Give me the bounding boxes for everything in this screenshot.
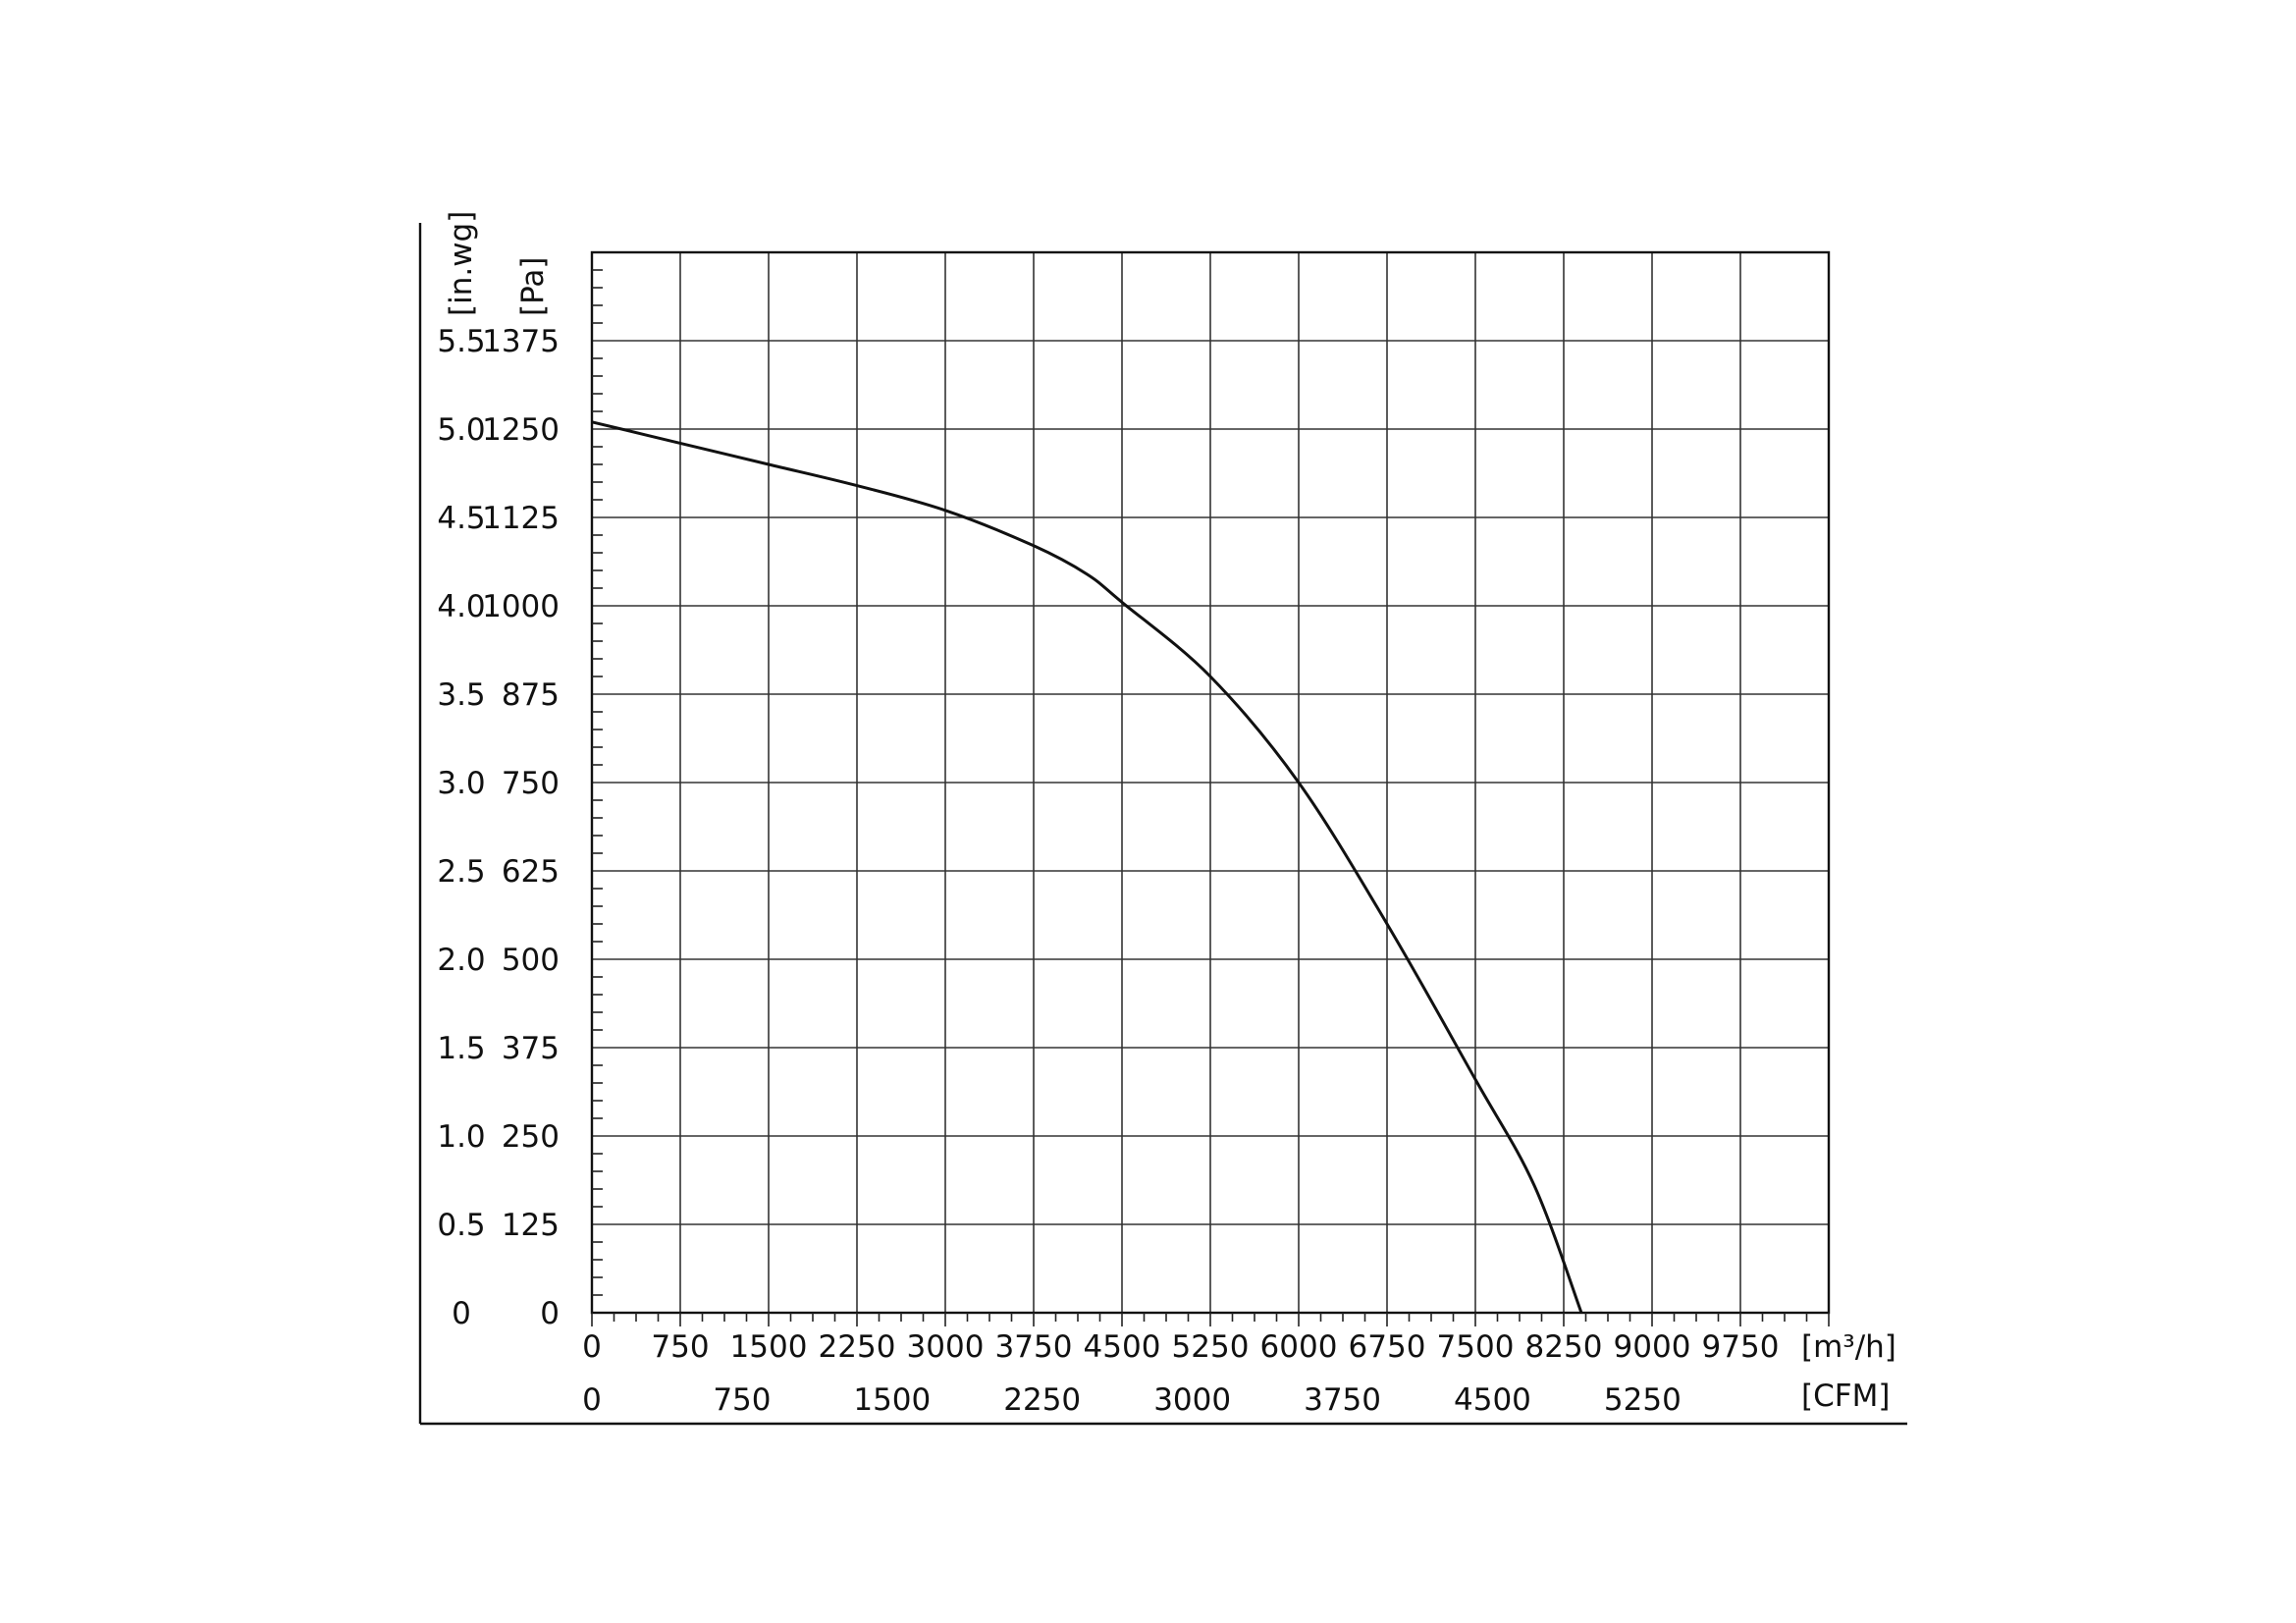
x-tick-label-m3h: 2250: [819, 1329, 896, 1365]
grid: [592, 252, 1829, 1313]
x-tick-label-m3h: 7500: [1437, 1329, 1515, 1365]
y-tick-label-pa: 125: [502, 1208, 560, 1243]
y-tick-label-inwg: 4.0: [437, 589, 485, 624]
y-tick-label-pa: 1250: [482, 412, 560, 448]
y-tick-label-inwg: 3.0: [437, 766, 485, 801]
y-tick-label-pa: 750: [502, 766, 560, 801]
x-tick-label-m3h: 1500: [730, 1329, 808, 1365]
x-tick-label-m3h: 0: [582, 1329, 602, 1365]
x-tick-label-m3h: 8250: [1525, 1329, 1603, 1365]
y-tick-label-inwg: 4.5: [437, 501, 485, 536]
y-unit-pa: [Pa]: [515, 257, 551, 317]
y-tick-label-inwg: 0.5: [437, 1208, 485, 1243]
y-tick-label-pa: 875: [502, 677, 560, 713]
x-tick-label-m3h: 9000: [1614, 1329, 1691, 1365]
axis-ticks: [591, 269, 1830, 1326]
y-tick-label-pa: 250: [502, 1119, 560, 1155]
y-tick-label-pa: 625: [502, 854, 560, 890]
y-tick-label-inwg: 5.5: [437, 324, 485, 359]
axes-frame: [418, 223, 1907, 1426]
y-tick-label-inwg: 5.0: [437, 412, 485, 448]
x-tick-label-m3h: 9750: [1702, 1329, 1780, 1365]
y-tick-label-inwg: 1.0: [437, 1119, 485, 1155]
x-tick-label-m3h: 3000: [907, 1329, 985, 1365]
tick-labels: 0125250375500625750875100011251250137500…: [437, 324, 1896, 1418]
y-tick-label-pa: 1125: [482, 501, 560, 536]
x-unit-cfm: [CFM]: [1801, 1379, 1890, 1414]
y-tick-label-inwg: 1.5: [437, 1031, 485, 1066]
x-tick-label-m3h: 3750: [995, 1329, 1073, 1365]
x-tick-label-m3h: 6750: [1349, 1329, 1426, 1365]
x-tick-label-cfm: 1500: [853, 1382, 931, 1418]
x-tick-label-cfm: 2250: [1003, 1382, 1081, 1418]
x-tick-label-cfm: 0: [582, 1382, 602, 1418]
x-tick-label-m3h: 4500: [1084, 1329, 1161, 1365]
y-tick-label-inwg: 3.5: [437, 677, 485, 713]
y-tick-label-inwg: 2.5: [437, 854, 485, 890]
x-tick-label-cfm: 4500: [1454, 1382, 1531, 1418]
y-tick-label-pa: 375: [502, 1031, 560, 1066]
x-tick-label-cfm: 3750: [1304, 1382, 1381, 1418]
y-tick-label-pa: 1000: [482, 589, 560, 624]
x-tick-label-m3h: 750: [651, 1329, 709, 1365]
y-tick-label-pa: 1375: [482, 324, 560, 359]
x-tick-label-cfm: 5250: [1604, 1382, 1682, 1418]
x-tick-label-cfm: 750: [713, 1382, 771, 1418]
series-layer: [591, 420, 1583, 1314]
y-tick-label-inwg: 2.0: [437, 943, 485, 978]
y-tick-label-inwg: 0: [452, 1296, 471, 1331]
y-unit-inwg: [in.wg]: [444, 211, 479, 316]
fan-performance-curve: [591, 420, 1583, 1314]
x-unit-m3h: [m³/h]: [1801, 1329, 1896, 1365]
x-tick-label-cfm: 3000: [1153, 1382, 1231, 1418]
x-tick-label-m3h: 5250: [1172, 1329, 1250, 1365]
y-tick-label-pa: 0: [540, 1296, 560, 1331]
y-tick-label-pa: 500: [502, 943, 560, 978]
x-tick-label-m3h: 6000: [1260, 1329, 1338, 1365]
